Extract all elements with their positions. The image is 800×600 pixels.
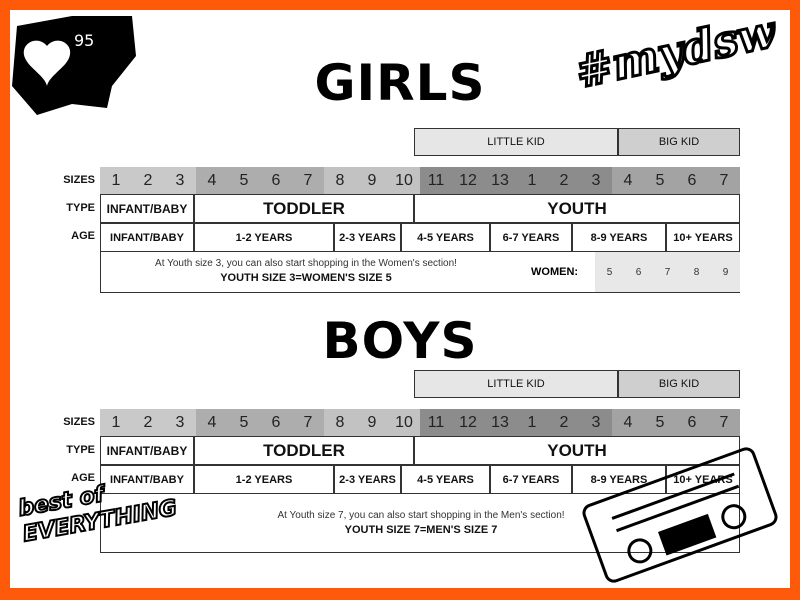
size-cell: 4 bbox=[196, 167, 228, 194]
women-size: 5 bbox=[606, 266, 613, 278]
little-kid-header: LITTLE KID bbox=[414, 370, 618, 398]
sizes-row: 1 2 3 4 5 6 7 8 9 10 11 12 13 1 2 3 4 5 6 7 bbox=[100, 409, 740, 436]
girls-title: GIRLS bbox=[314, 54, 486, 112]
size-cell: 6 bbox=[260, 167, 292, 194]
little-kid-header: LITTLE KID bbox=[414, 128, 618, 156]
size-cell: 12 bbox=[452, 167, 484, 194]
size-cell: 3 bbox=[580, 167, 612, 194]
type-infant: INFANT/BABY bbox=[100, 194, 194, 223]
age-cell: 2-3 YEARS bbox=[334, 223, 401, 252]
size-cell: 3 bbox=[164, 409, 196, 436]
type-infant: INFANT/BABY bbox=[100, 436, 194, 465]
age-cell: 4-5 YEARS bbox=[401, 223, 490, 252]
sizes-row: 1 2 3 4 5 6 7 8 9 10 11 12 13 1 2 3 4 5 6 7 bbox=[100, 167, 740, 194]
age-cell: 6-7 YEARS bbox=[490, 223, 572, 252]
like-badge: 95 bbox=[12, 16, 137, 116]
boys-equivalence: YOUTH SIZE 7=MEN'S SIZE 7 bbox=[344, 524, 498, 536]
size-cell: 7 bbox=[708, 409, 740, 436]
heart-icon: 95 bbox=[12, 16, 136, 115]
age-cell: INFANT/BABY bbox=[100, 223, 194, 252]
size-cell: 12 bbox=[452, 409, 484, 436]
big-kid-header: BIG KID bbox=[618, 128, 740, 156]
size-cell: 10 bbox=[388, 167, 420, 194]
women-label: WOMEN: bbox=[531, 266, 579, 278]
type-youth: YOUTH bbox=[414, 194, 740, 223]
size-cell: 9 bbox=[356, 167, 388, 194]
type-toddler: TODDLER bbox=[194, 194, 414, 223]
size-cell: 1 bbox=[100, 409, 132, 436]
size-cell: 1 bbox=[516, 167, 548, 194]
boys-note-text: At Youth size 7, you can also start shop… bbox=[277, 510, 565, 521]
size-cell: 5 bbox=[228, 167, 260, 194]
girls-equivalence: YOUTH SIZE 3=WOMEN'S SIZE 5 bbox=[220, 272, 392, 284]
size-cell: 11 bbox=[420, 167, 452, 194]
women-sizes: 5 6 7 8 9 bbox=[595, 252, 740, 292]
sizes-label: SIZES bbox=[63, 416, 95, 428]
size-cell: 2 bbox=[548, 167, 580, 194]
size-cell: 9 bbox=[356, 409, 388, 436]
best-of-everything-logo: best of EVERYTHING bbox=[15, 481, 180, 548]
size-cell: 7 bbox=[292, 167, 324, 194]
size-cell: 3 bbox=[580, 409, 612, 436]
like-count: 95 bbox=[74, 31, 94, 50]
type-youth: YOUTH bbox=[414, 436, 740, 465]
type-label: TYPE bbox=[66, 444, 95, 456]
type-label: TYPE bbox=[66, 202, 95, 214]
size-cell: 8 bbox=[324, 409, 356, 436]
age-cell: 4-5 YEARS bbox=[401, 465, 490, 494]
age-cell: 2-3 YEARS bbox=[334, 465, 401, 494]
type-toddler: TODDLER bbox=[194, 436, 414, 465]
age-cell: 6-7 YEARS bbox=[490, 465, 572, 494]
age-cell: 1-2 YEARS bbox=[194, 223, 334, 252]
size-cell: 8 bbox=[324, 167, 356, 194]
girls-note: At Youth size 3, you can also start shop… bbox=[100, 251, 740, 293]
age-label: AGE bbox=[71, 230, 95, 242]
size-cell: 4 bbox=[612, 167, 644, 194]
size-cell: 5 bbox=[644, 167, 676, 194]
size-cell: 13 bbox=[484, 409, 516, 436]
size-cell: 6 bbox=[676, 409, 708, 436]
women-size: 6 bbox=[635, 266, 642, 278]
size-cell: 10 bbox=[388, 409, 420, 436]
sizes-label: SIZES bbox=[63, 174, 95, 186]
big-kid-header: BIG KID bbox=[618, 370, 740, 398]
size-cell: 7 bbox=[292, 409, 324, 436]
women-size: 8 bbox=[693, 266, 700, 278]
size-cell: 5 bbox=[228, 409, 260, 436]
age-label: AGE bbox=[71, 472, 95, 484]
age-cell: 10+ YEARS bbox=[666, 223, 740, 252]
size-cell: 3 bbox=[164, 167, 196, 194]
size-cell: 13 bbox=[484, 167, 516, 194]
women-size: 7 bbox=[664, 266, 671, 278]
size-cell: 5 bbox=[644, 409, 676, 436]
cassette-illustration bbox=[540, 440, 790, 585]
size-cell: 1 bbox=[516, 409, 548, 436]
women-size: 9 bbox=[722, 266, 729, 278]
size-cell: 4 bbox=[612, 409, 644, 436]
size-chart-graphic: 95 #mydsw GIRLS BOYS LITTLE KID BIG KID … bbox=[10, 5, 790, 588]
size-cell: 2 bbox=[132, 167, 164, 194]
age-cell: 8-9 YEARS bbox=[572, 223, 666, 252]
girls-note-text: At Youth size 3, you can also start shop… bbox=[155, 258, 457, 269]
size-cell: 11 bbox=[420, 409, 452, 436]
boys-title: BOYS bbox=[322, 312, 478, 370]
size-cell: 2 bbox=[548, 409, 580, 436]
size-cell: 1 bbox=[100, 167, 132, 194]
size-cell: 7 bbox=[708, 167, 740, 194]
size-cell: 6 bbox=[676, 167, 708, 194]
size-cell: 4 bbox=[196, 409, 228, 436]
size-cell: 6 bbox=[260, 409, 292, 436]
age-cell: 1-2 YEARS bbox=[194, 465, 334, 494]
size-cell: 2 bbox=[132, 409, 164, 436]
